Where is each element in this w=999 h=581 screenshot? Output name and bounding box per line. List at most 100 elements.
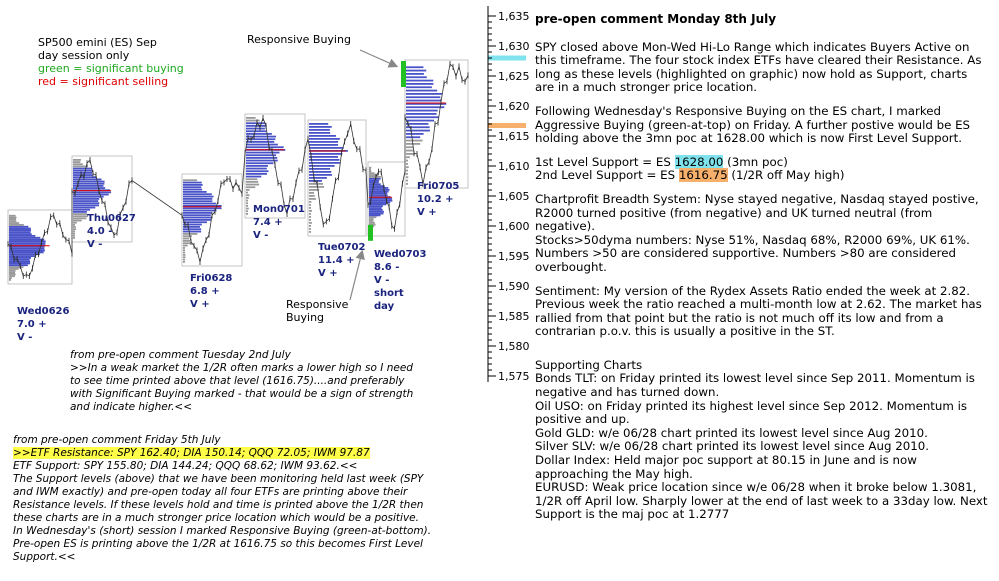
profile-bar xyxy=(246,117,256,119)
profile-bar xyxy=(309,213,311,215)
session-date: Wed0703 xyxy=(374,249,427,260)
profile-bar xyxy=(73,234,75,237)
profile-bar xyxy=(73,167,93,170)
profile-bar xyxy=(73,208,91,211)
profile-bar xyxy=(246,165,268,167)
profile-bar xyxy=(369,188,390,191)
profile-bar xyxy=(9,224,24,226)
profile-bar xyxy=(406,149,413,152)
profile-bar xyxy=(73,178,102,181)
profile-bar xyxy=(73,206,96,209)
profile-bar xyxy=(183,223,202,226)
profile-bar xyxy=(73,169,94,172)
profile-bar xyxy=(183,251,185,254)
profile-bar xyxy=(73,204,99,207)
profile-bar xyxy=(9,255,35,257)
y-tick-label: 1,615 xyxy=(498,130,530,143)
profile-bar xyxy=(406,106,445,109)
profile-bar xyxy=(309,204,311,206)
y-tick-label: 1,580 xyxy=(498,340,530,353)
profile-bar xyxy=(246,189,250,191)
profile-bar xyxy=(406,146,414,149)
profile-bar xyxy=(246,143,278,146)
session-date: Fri0705 xyxy=(417,181,460,192)
profile-bar xyxy=(183,186,202,189)
profile-bar xyxy=(369,170,372,173)
profile-bar xyxy=(406,119,435,122)
y-tick-label: 1,595 xyxy=(498,250,530,263)
session-label: Wed0626 7.0 + V - xyxy=(17,305,69,344)
profile-bar xyxy=(183,202,217,205)
profile-bar xyxy=(246,199,248,202)
profile-bar xyxy=(73,200,99,202)
note-line: Resistance levels. If these levels hold … xyxy=(13,499,424,511)
significant-buying-marker xyxy=(368,224,373,241)
profile-bar xyxy=(73,195,104,198)
profile-bar xyxy=(9,260,31,263)
profile-bar xyxy=(183,200,213,203)
profile-bar xyxy=(73,237,75,239)
note-line: and IWM exactly) and pre-open today all … xyxy=(13,486,408,498)
profile-bar xyxy=(369,166,372,169)
profile-bar xyxy=(309,138,340,140)
profile-bar xyxy=(406,183,408,185)
note-line: and indicate higher.<< xyxy=(70,401,193,413)
supporting-item: Dollar Index: Held major poc support at … xyxy=(535,453,917,481)
profile-bar xyxy=(183,254,186,256)
profile-bar xyxy=(73,172,93,174)
profile-bar xyxy=(369,192,388,195)
profile-bar xyxy=(309,183,324,185)
profile-bar xyxy=(246,138,276,141)
profile-bar xyxy=(369,223,376,226)
profile-bar xyxy=(183,193,212,196)
profile-bar xyxy=(309,195,315,197)
profile-bar xyxy=(9,264,28,267)
profile-bar xyxy=(9,233,32,235)
profile-bar xyxy=(9,238,45,241)
profile-bar xyxy=(9,262,31,265)
profile-bar xyxy=(73,191,112,194)
profile-bar xyxy=(9,247,45,250)
profile-bar xyxy=(246,162,274,165)
y-tick-label: 1,625 xyxy=(498,70,530,83)
supporting-item: Oil USO: on Friday printed its highest l… xyxy=(535,398,968,427)
profile-bar xyxy=(183,179,198,182)
profile-bar xyxy=(369,199,393,202)
session-label: Thu0627 4.0 - V - xyxy=(87,212,136,251)
profile-bar xyxy=(406,89,438,92)
support-1-value: 1628.00 xyxy=(674,154,724,169)
profile-bar xyxy=(183,198,213,200)
profile-bar xyxy=(9,216,17,219)
profile-bar xyxy=(9,271,16,274)
profile-bar xyxy=(369,220,374,222)
session-date: Thu0627 xyxy=(87,213,136,224)
profile-bar xyxy=(369,181,379,184)
profile-bar xyxy=(183,181,202,184)
profile-bar xyxy=(9,251,44,254)
profile-bar xyxy=(9,279,11,281)
profile-bar xyxy=(309,123,329,125)
profile-bar xyxy=(73,202,100,205)
session-detail: V - xyxy=(253,230,269,241)
profile-bar xyxy=(183,240,191,242)
profile-bar xyxy=(246,154,277,157)
profile-bar xyxy=(246,175,262,178)
profile-bar xyxy=(73,187,106,189)
profile-bar xyxy=(309,177,327,179)
profile-bar xyxy=(9,229,32,232)
profile-bar xyxy=(406,86,432,89)
profile-bar xyxy=(406,173,408,175)
legend-green: green = significant buying xyxy=(38,62,184,75)
profile-bar xyxy=(309,171,332,173)
profile-bar xyxy=(73,193,109,196)
profile-bar xyxy=(406,66,424,69)
profile-bar xyxy=(246,170,269,173)
profile-bar xyxy=(246,159,278,162)
profile-bar xyxy=(9,242,46,245)
profile-bar xyxy=(9,222,20,224)
profile-bar xyxy=(309,135,336,137)
session-detail: 7.4 + xyxy=(253,217,283,228)
supporting-header: Supporting Charts xyxy=(535,357,643,372)
session-date: Fri0628 xyxy=(190,273,233,284)
